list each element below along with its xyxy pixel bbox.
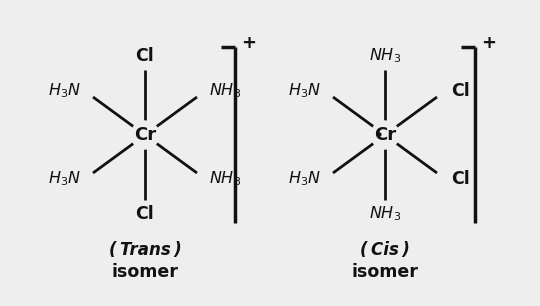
Text: Cr: Cr [134, 126, 156, 144]
Text: $H_3N$: $H_3N$ [49, 170, 82, 188]
Text: Cl: Cl [451, 170, 470, 188]
Text: Cl: Cl [136, 205, 154, 223]
Text: Cl: Cl [136, 47, 154, 65]
Text: Cr: Cr [374, 126, 396, 144]
Text: $NH_3$: $NH_3$ [209, 82, 241, 100]
Text: ( Trans ): ( Trans ) [109, 241, 181, 259]
Text: $H_3N$: $H_3N$ [288, 170, 322, 188]
Text: +: + [482, 34, 496, 52]
Text: isomer: isomer [352, 263, 418, 281]
Text: +: + [241, 34, 256, 52]
Text: ( Cis ): ( Cis ) [360, 241, 410, 259]
Circle shape [131, 121, 159, 149]
Circle shape [371, 121, 399, 149]
Text: $H_3N$: $H_3N$ [49, 82, 82, 100]
Text: $H_3N$: $H_3N$ [288, 82, 322, 100]
Text: isomer: isomer [112, 263, 178, 281]
Text: $NH_3$: $NH_3$ [369, 205, 401, 223]
Text: $NH_3$: $NH_3$ [209, 170, 241, 188]
Text: Cl: Cl [451, 82, 470, 100]
Text: $NH_3$: $NH_3$ [369, 47, 401, 65]
